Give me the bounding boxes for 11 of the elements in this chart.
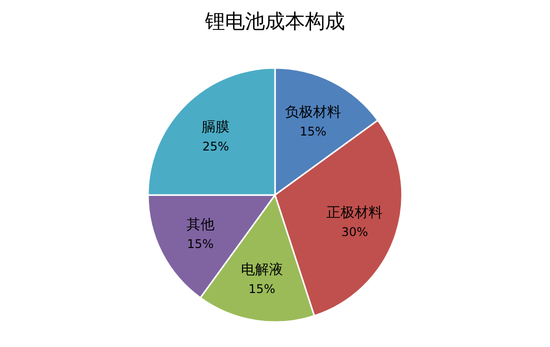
- slice-label: 正极材料: [326, 204, 383, 221]
- slice-label: 其他: [186, 217, 214, 234]
- data-label: 15%: [186, 237, 214, 252]
- chart-title: 锂电池成本构成: [204, 9, 345, 33]
- data-label: 15%: [248, 282, 276, 296]
- data-label: 25%: [202, 140, 230, 154]
- slice-label: 负极材料: [285, 104, 342, 120]
- data-label: 30%: [341, 224, 368, 239]
- data-label: 15%: [300, 124, 326, 138]
- slice-label: 膈膜: [202, 120, 230, 136]
- slice-label: 电解液: [240, 262, 283, 278]
